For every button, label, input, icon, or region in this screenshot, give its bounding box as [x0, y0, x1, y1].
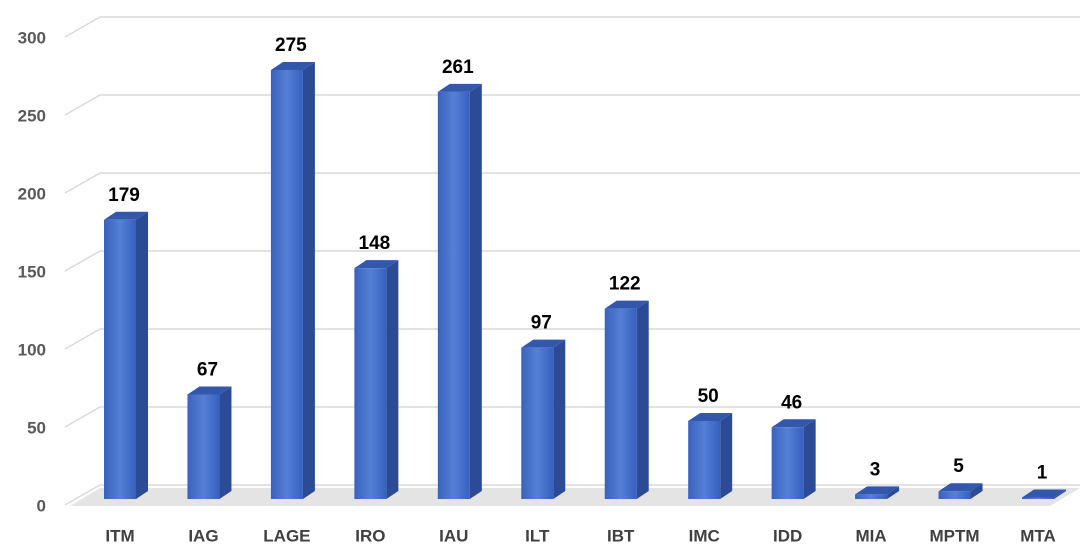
y-tick-label: 250	[18, 106, 46, 125]
grid-line	[64, 16, 1080, 38]
bar-side	[302, 62, 315, 499]
bar-side	[386, 260, 399, 499]
data-label: 46	[781, 392, 802, 413]
bar	[938, 483, 983, 499]
bar-front	[604, 308, 637, 499]
bar-front	[688, 421, 721, 499]
y-tick-label: 150	[18, 262, 46, 281]
x-tick-label: IMC	[689, 526, 720, 545]
bar-top	[604, 300, 649, 309]
data-label: 122	[609, 274, 641, 295]
grid-line	[64, 250, 1080, 272]
bar-side	[887, 486, 900, 499]
bar-side	[553, 339, 566, 499]
bar-front	[1022, 497, 1054, 499]
bar-side	[803, 419, 816, 499]
bar	[1022, 489, 1066, 499]
data-label: 148	[359, 233, 391, 254]
bar-side	[970, 483, 983, 499]
grid-line	[64, 484, 1080, 506]
bar-side	[136, 211, 148, 499]
grid-line	[64, 94, 1080, 116]
bar-top	[771, 419, 816, 428]
bar-top	[855, 486, 900, 495]
bar-front	[270, 70, 303, 499]
bar-front	[521, 347, 554, 499]
bar-top	[1022, 489, 1066, 498]
x-tick-label: MPTM	[930, 526, 980, 545]
bar	[855, 486, 900, 499]
data-label: 261	[442, 57, 474, 78]
bar-top	[521, 339, 566, 348]
data-label: 179	[108, 185, 140, 206]
bar-top	[187, 386, 232, 395]
x-tick-label: MIA	[856, 526, 887, 545]
bar-front	[938, 491, 971, 499]
x-tick-label: MTA	[1020, 526, 1056, 545]
bar-side	[219, 386, 232, 499]
data-label: 5	[953, 456, 964, 477]
bar	[187, 386, 232, 499]
data-label: 97	[531, 313, 552, 334]
y-tick-label: 100	[18, 340, 46, 359]
bar	[771, 419, 816, 499]
bar-top	[437, 83, 482, 92]
grid-line	[64, 406, 1080, 428]
x-tick-label: IAG	[188, 526, 218, 545]
data-label: 50	[698, 386, 719, 407]
data-label: 67	[197, 359, 218, 380]
data-label: 275	[275, 35, 307, 56]
x-tick-label: LAGE	[263, 526, 310, 545]
bar	[354, 260, 399, 499]
bar-top	[354, 260, 399, 269]
x-tick-label: ITM	[105, 526, 134, 545]
x-tick-label: IRO	[355, 526, 385, 545]
x-tick-label: IBT	[607, 526, 635, 545]
bar	[688, 413, 733, 499]
bar	[270, 62, 315, 499]
data-label: 1	[1037, 462, 1048, 483]
bar-front	[187, 394, 220, 499]
bar	[104, 211, 148, 499]
bar-top	[270, 62, 315, 70]
bar-front	[354, 268, 387, 499]
grid-line	[64, 328, 1080, 350]
bar-side	[636, 300, 649, 499]
bar	[604, 300, 649, 499]
bar-side	[1054, 489, 1066, 499]
bar-front	[855, 494, 888, 499]
bar-front	[437, 91, 470, 499]
bar-side	[720, 413, 733, 499]
bar-side	[469, 83, 482, 499]
bar-top	[688, 413, 733, 421]
y-tick-label: 0	[37, 496, 46, 515]
bar	[521, 339, 566, 499]
bar-front	[104, 219, 136, 499]
floor	[70, 488, 1080, 506]
x-tick-label: ILT	[525, 526, 550, 545]
bar	[437, 83, 482, 499]
y-tick-label: 50	[27, 418, 46, 437]
x-tick-label: IDD	[773, 526, 802, 545]
bar-front	[771, 427, 804, 499]
y-tick-label: 300	[18, 28, 46, 47]
x-tick-label: IAU	[439, 526, 468, 545]
data-label: 3	[870, 459, 881, 480]
bar-top	[104, 211, 148, 220]
y-tick-label: 200	[18, 184, 46, 203]
bar-top	[938, 483, 983, 492]
grid-line	[64, 172, 1080, 194]
